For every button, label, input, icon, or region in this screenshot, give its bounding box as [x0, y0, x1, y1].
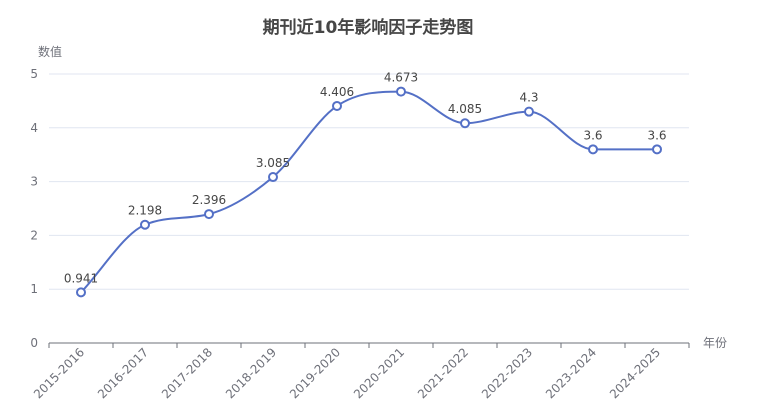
y-tick-label: 1 [30, 282, 38, 296]
x-tick-label: 2020-2021 [351, 345, 407, 401]
y-axis-label: 数值 [38, 44, 62, 59]
data-label: 3.6 [647, 128, 666, 142]
data-label: 4.085 [448, 102, 482, 116]
x-tick-label: 2021-2022 [415, 345, 471, 401]
data-point [140, 219, 150, 230]
data-point [76, 287, 86, 298]
x-tick-label: 2018-2019 [223, 345, 279, 401]
series-layer [76, 86, 662, 298]
data-point [460, 118, 470, 129]
chart-title: 期刊近10年影响因子走势图 [263, 17, 474, 38]
y-tick-label: 2 [30, 228, 38, 242]
data-point [652, 144, 662, 155]
x-tick-label: 2019-2020 [287, 345, 343, 401]
y-tick-label: 3 [30, 175, 38, 189]
y-tick-label: 4 [30, 121, 38, 135]
series-line [80, 90, 657, 294]
y-tick-label: 0 [30, 336, 38, 350]
data-label: 0.941 [64, 271, 98, 285]
grid-lines [49, 73, 689, 290]
data-label: 4.673 [384, 71, 418, 85]
data-label: 2.396 [192, 193, 226, 207]
x-axis-label: 年份 [703, 336, 727, 350]
data-label: 3.6 [583, 128, 602, 142]
x-tick-label: 2015-2016 [31, 345, 87, 401]
data-point [588, 144, 598, 155]
data-point [524, 106, 534, 117]
y-tick-label: 5 [30, 67, 38, 81]
data-label: 4.406 [320, 85, 354, 99]
x-tick-label: 2016-2017 [95, 345, 151, 401]
x-tick-label: 2017-2018 [159, 345, 215, 401]
data-point [268, 172, 278, 183]
data-point [332, 100, 342, 111]
data-label: 3.085 [256, 156, 290, 170]
x-tick-label: 2022-2023 [479, 345, 535, 401]
x-tick-label: 2024-2025 [607, 345, 663, 401]
x-tick-label: 2023-2024 [543, 345, 599, 401]
data-label: 2.198 [128, 204, 162, 218]
data-labels: 0.941 2.198 2.396 3.085 4.406 4.673 4.085 4.3 3.… [64, 71, 667, 286]
x-axis: 0 1 2 3 4 5 2015-2016 2016-2017 2017-2018 2018-20… [30, 67, 690, 401]
data-label: 4.3 [519, 91, 538, 105]
data-point [204, 209, 214, 220]
data-point [396, 86, 406, 97]
